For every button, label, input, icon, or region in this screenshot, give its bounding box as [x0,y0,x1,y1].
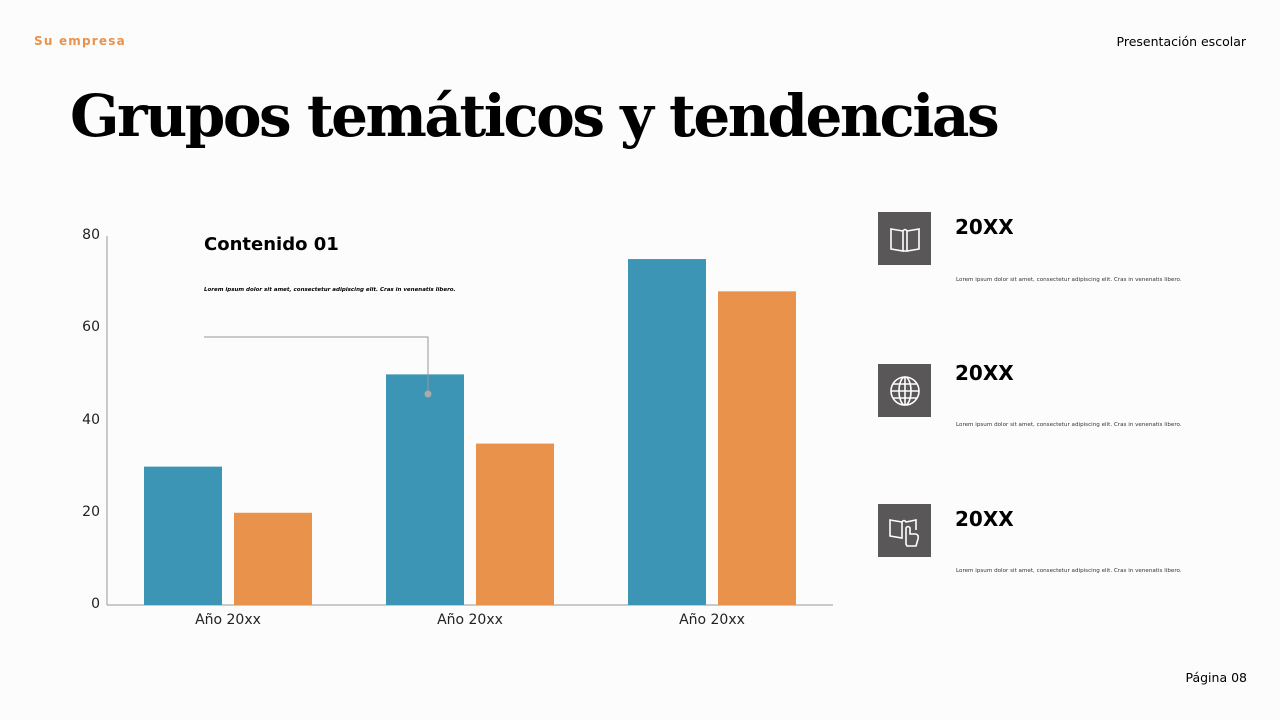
item-text: Lorem ipsum dolor sit amet, consectetur … [956,568,1182,574]
x-tick-label: Año 20xx [195,612,261,628]
item-year: 20XX [955,361,1014,385]
y-tick-label: 60 [82,319,100,336]
item-text: Lorem ipsum dolor sit amet, consectetur … [956,422,1182,428]
x-tick-label: Año 20xx [679,612,745,628]
callout-text: Lorem ipsum dolor sit amet, consectetur … [204,287,456,293]
bar-series1-3 [628,259,706,605]
slide-title: Grupos temáticos y tendencias [70,82,1000,150]
brand-name: Su empresa [34,34,126,48]
bar-series1-1 [144,466,222,605]
bar-series2-3 [718,291,796,605]
presentation-title: Presentación escolar [1116,34,1246,49]
y-tick-label: 40 [82,411,100,428]
interactive-book-icon [878,504,931,557]
item-year: 20XX [955,507,1014,531]
callout-dot [424,390,432,398]
y-tick-label: 0 [91,596,100,612]
page-number: Página 08 [1185,670,1247,685]
item-text: Lorem ipsum dolor sit amet, consectetur … [956,277,1182,283]
book-icon [878,212,931,265]
callout-leader-line [204,336,429,394]
y-tick-label: 20 [82,503,100,520]
item-year: 20XX [955,215,1014,239]
callout-title: Contenido 01 [204,234,339,255]
x-tick-label: Año 20xx [437,612,503,628]
y-tick-label: 80 [82,227,100,243]
bar-series1-2 [386,374,464,605]
globe-icon [878,364,931,417]
bar-series2-2 [476,443,554,605]
bar-series2-1 [234,512,312,605]
